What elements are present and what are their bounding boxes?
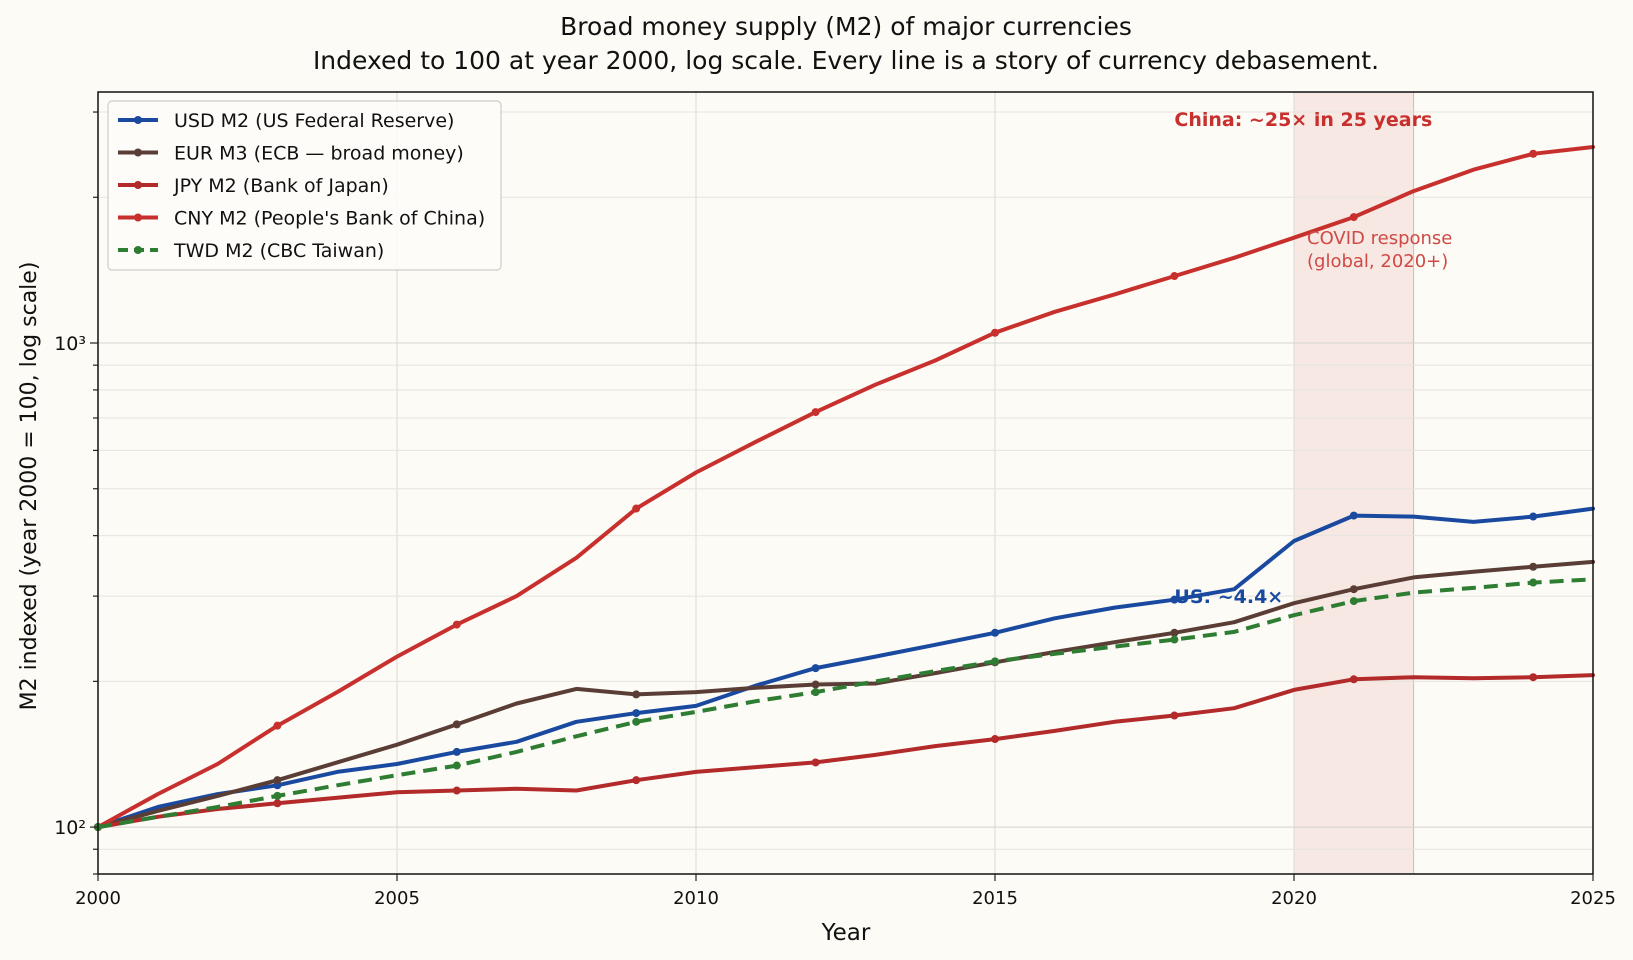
series-marker-3 xyxy=(811,408,820,417)
y-tick-label: 10² xyxy=(54,817,86,839)
series-marker-3 xyxy=(452,620,461,629)
legend-box xyxy=(107,100,502,271)
series-marker-2 xyxy=(1170,711,1179,720)
series-marker-4 xyxy=(452,761,461,770)
series-marker-1 xyxy=(1349,585,1358,594)
series-marker-4 xyxy=(991,657,999,666)
series-line-0 xyxy=(96,506,1595,830)
series-marker-3 xyxy=(273,721,282,730)
series-marker-3 xyxy=(991,328,999,337)
y-tick-label: 10³ xyxy=(54,333,86,355)
plot-border xyxy=(97,91,1594,875)
covid-label-line1: COVID response xyxy=(1307,228,1452,249)
plot-frame xyxy=(97,91,1594,875)
series-marker-0 xyxy=(1170,595,1179,604)
covid-shade-rect xyxy=(1294,92,1414,874)
legend: USD M2 (US Federal Reserve) EUR M3 (ECB —… xyxy=(107,100,502,271)
series-marker-1 xyxy=(632,690,641,699)
series-marker-2 xyxy=(632,776,641,785)
series-line-3 xyxy=(96,145,1595,830)
x-tick-label: 2010 xyxy=(673,888,719,909)
series-marker-0 xyxy=(811,664,820,673)
series-marker-4 xyxy=(632,717,641,726)
x-axis-ticks: 2000 2005 2010 2015 2020 2025 xyxy=(75,874,1616,909)
series-marker-4 xyxy=(1349,597,1358,606)
legend-swatch-marker-3 xyxy=(134,213,142,222)
y-axis-ticks: 10² 10³ xyxy=(54,111,98,875)
series-marker-3 xyxy=(1529,149,1538,158)
annotation-text: US: ~4.4× xyxy=(1174,586,1283,608)
covid-shaded-region xyxy=(1293,92,1415,874)
series-line-4 xyxy=(97,577,1594,830)
series-marker-1 xyxy=(1529,562,1538,571)
x-tick-label: 2000 xyxy=(75,888,121,909)
series-marker-0 xyxy=(632,709,641,718)
x-tick-label: 2005 xyxy=(374,888,420,909)
series-marker-0 xyxy=(991,628,999,637)
series-marker-2 xyxy=(1529,673,1538,682)
legend-swatch-marker-2 xyxy=(134,181,142,189)
annotation-text: China: ~25× in 25 years xyxy=(1174,109,1432,131)
x-axis-label: Year xyxy=(821,920,871,946)
series-marker-2 xyxy=(811,758,820,767)
x-tick-label: 2015 xyxy=(972,888,1018,909)
series-marker-1 xyxy=(273,776,282,785)
series-marker-2 xyxy=(452,786,461,795)
series-marker-4 xyxy=(273,791,282,800)
legend-label-3: CNY M2 (People's Bank of China) xyxy=(174,208,485,230)
annotations: China: ~25× in 25 years US: ~4.4× COVID re… xyxy=(1174,109,1452,608)
covid-label-line2: (global, 2020+) xyxy=(1307,251,1448,272)
legend-label-4: TWD M2 (CBC Taiwan) xyxy=(173,240,384,262)
series-marker-3 xyxy=(1349,213,1358,222)
series-marker-3 xyxy=(632,504,641,513)
series-marker-1 xyxy=(452,720,461,729)
legend-swatch-marker-0 xyxy=(134,116,142,124)
x-tick-label: 2025 xyxy=(1570,888,1616,909)
x-tick-label: 2020 xyxy=(1271,888,1317,909)
legend-swatch-marker-4 xyxy=(134,246,142,254)
legend-label-1: EUR M3 (ECB — broad money) xyxy=(174,143,464,165)
series-marker-1 xyxy=(1170,628,1179,637)
series-marker-0 xyxy=(1529,512,1538,521)
series-marker-2 xyxy=(273,799,282,808)
series-line-1 xyxy=(96,559,1595,830)
series-marker-4 xyxy=(1529,578,1538,587)
series-marker-4 xyxy=(1170,635,1179,644)
chart-subtitle: Indexed to 100 at year 2000, log scale. … xyxy=(313,46,1379,75)
chart-title: Broad money supply (M2) of major currenc… xyxy=(560,12,1132,41)
series-marker-3 xyxy=(1170,272,1179,281)
series-marker-2 xyxy=(991,735,999,744)
y-axis-label: M2 indexed (year 2000 = 100, log scale) xyxy=(17,262,42,711)
legend-label-2: JPY M2 (Bank of Japan) xyxy=(173,175,389,197)
series-marker-1 xyxy=(811,680,820,689)
series-marker-0 xyxy=(1349,511,1358,520)
series-marker-0 xyxy=(452,747,461,756)
series-lines xyxy=(94,145,1595,832)
series-line-2 xyxy=(96,673,1595,830)
series-marker-4 xyxy=(811,688,820,697)
legend-label-0: USD M2 (US Federal Reserve) xyxy=(174,110,454,132)
legend-swatch-marker-1 xyxy=(134,148,142,157)
series-marker-2 xyxy=(1349,675,1358,684)
